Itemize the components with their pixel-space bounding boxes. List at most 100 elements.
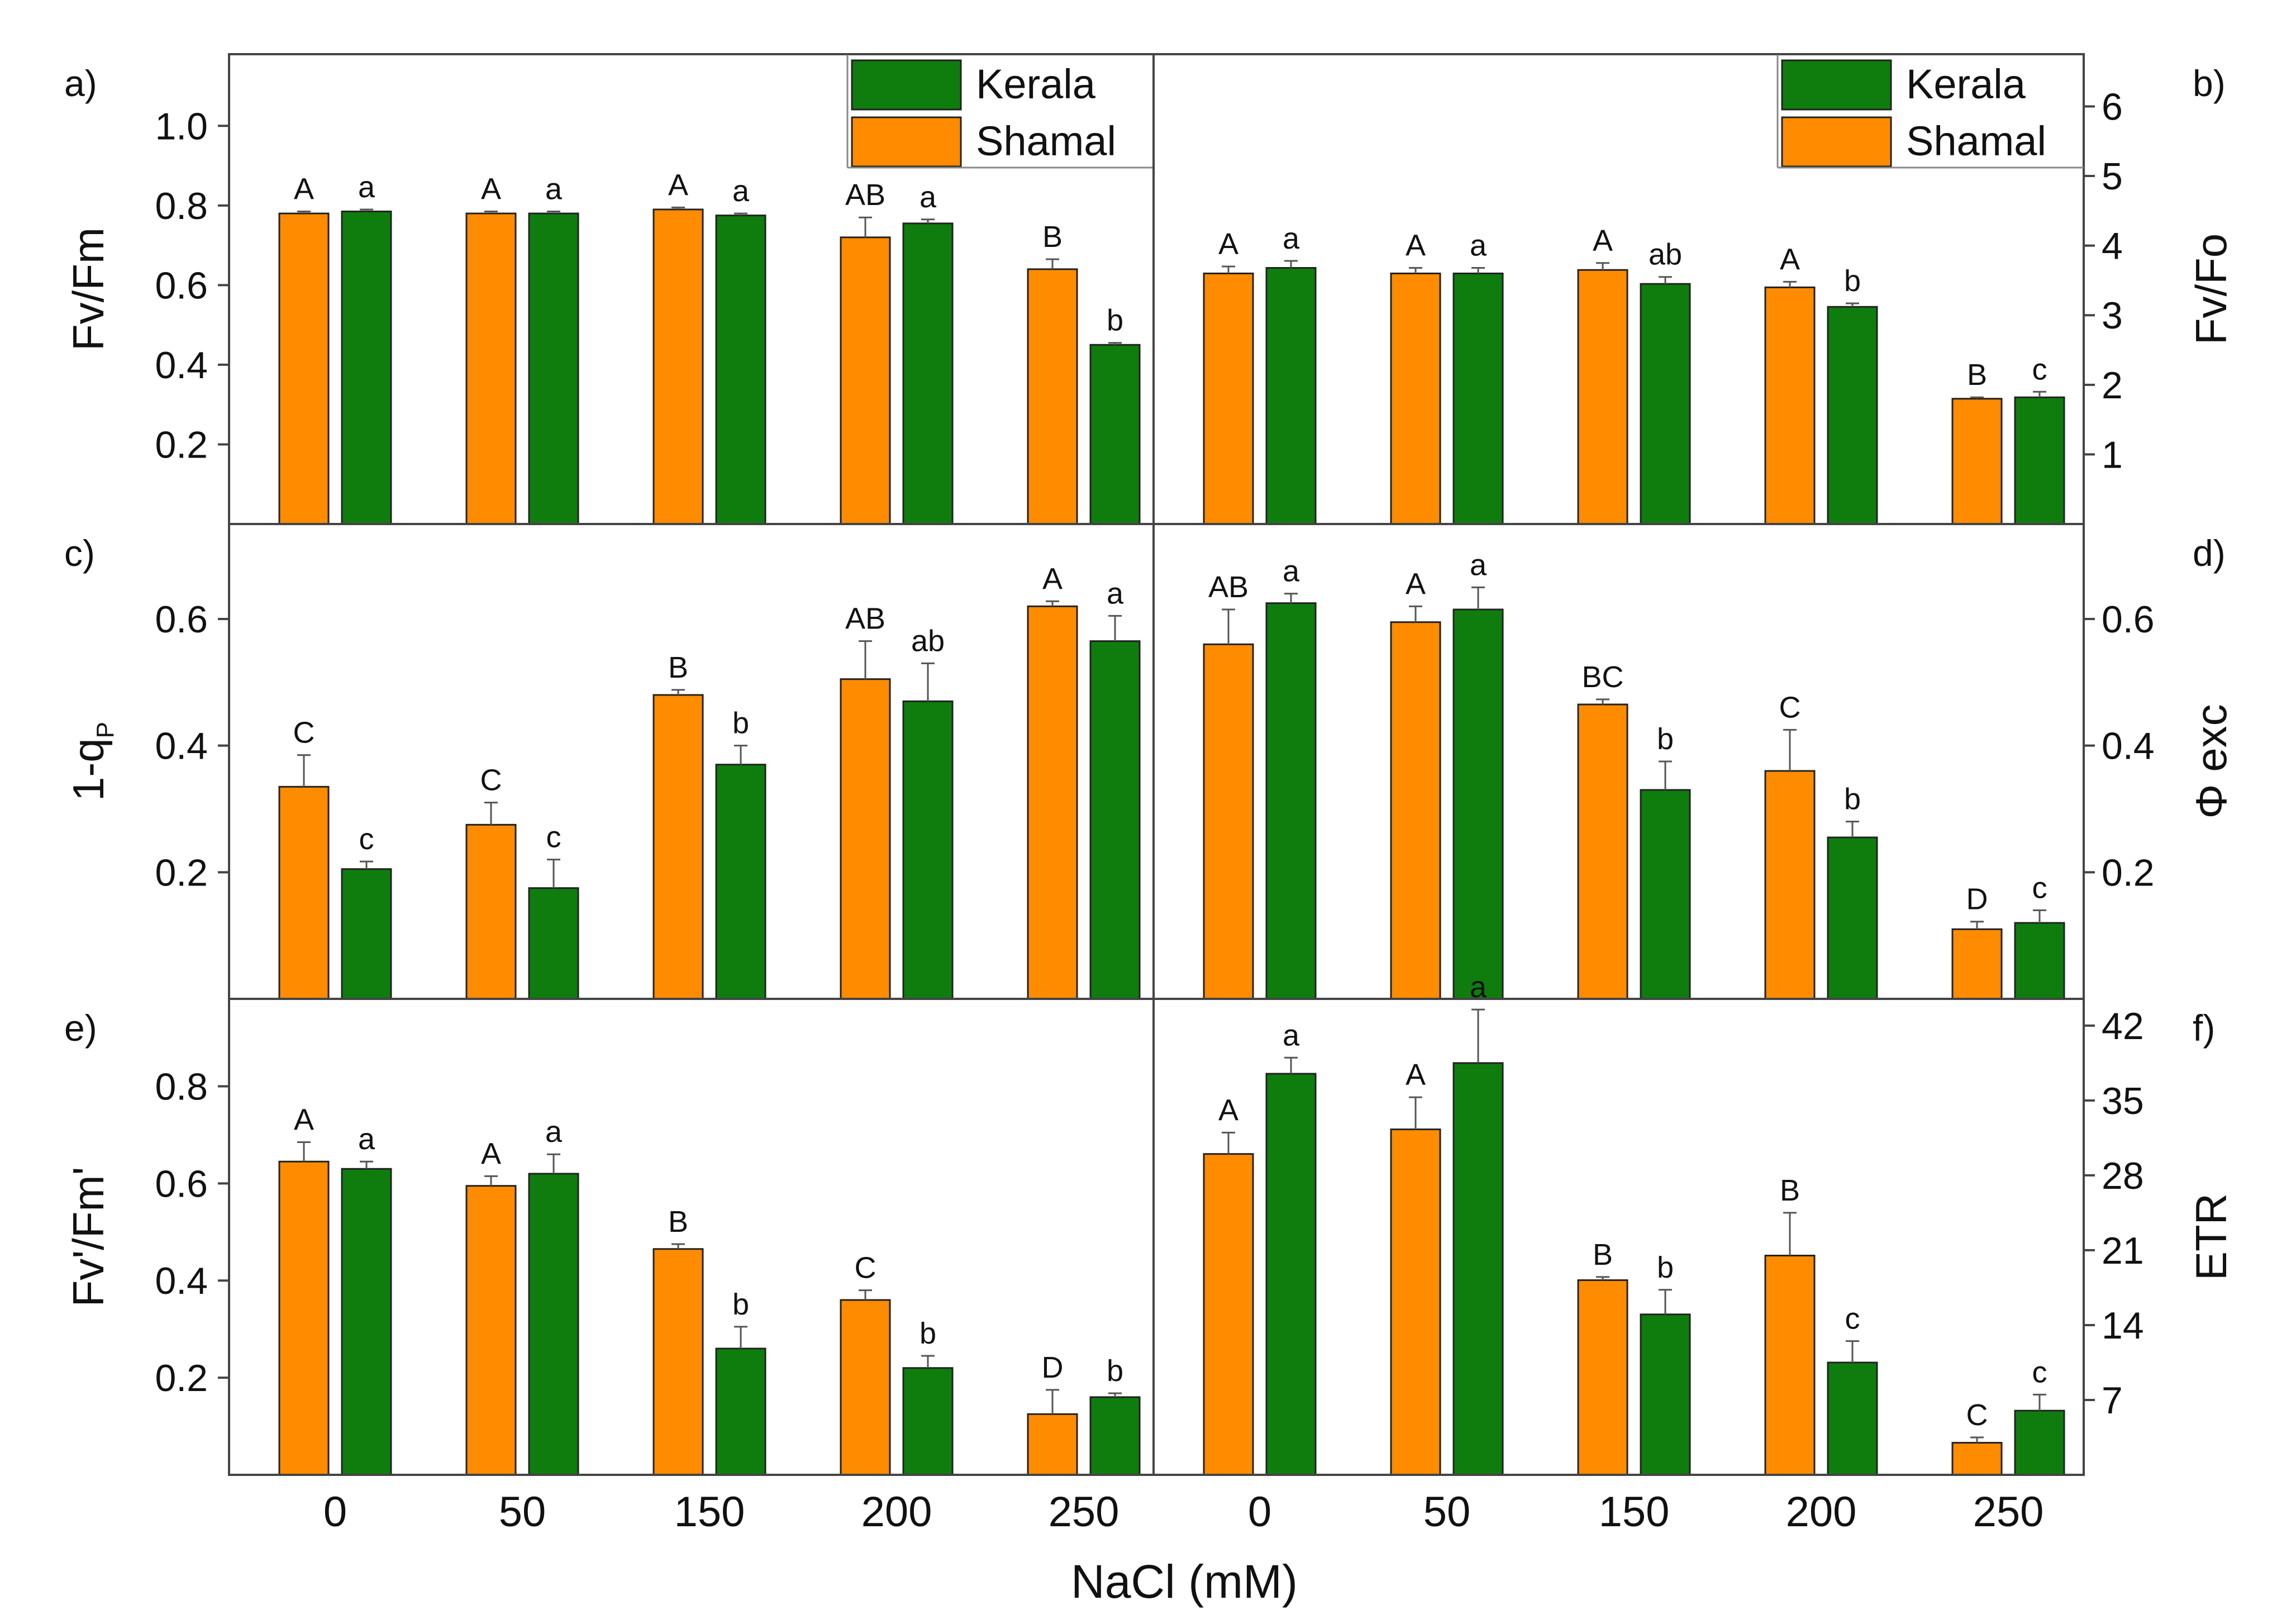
significance-letter-d-kerala-50: a bbox=[1470, 548, 1487, 582]
bar-b-kerala-150 bbox=[1640, 283, 1691, 525]
bar-c-shamal-250 bbox=[1027, 605, 1078, 1000]
bar-c-shamal-0 bbox=[278, 785, 330, 1000]
y-tick-label-b-2: 2 bbox=[2102, 364, 2123, 407]
legend-b: Kerala Shamal bbox=[1776, 55, 2084, 169]
significance-letter-f-shamal-0: A bbox=[1218, 1093, 1238, 1127]
significance-letter-d-shamal-50: A bbox=[1406, 567, 1426, 601]
x-tick-label-f-250: 250 bbox=[1973, 1488, 2044, 1536]
bar-e-shamal-200 bbox=[840, 1299, 891, 1476]
bar-a-shamal-150 bbox=[652, 208, 704, 525]
y-tick-label-f-35: 35 bbox=[2102, 1080, 2144, 1122]
significance-letter-b-kerala-250: c bbox=[2032, 353, 2047, 386]
panel-a: A A A AB Ba a a a b 0.2 0.4 0.6 0.8 1.0 Fv/Fm a) Kerala S… bbox=[64, 53, 1155, 525]
bar-e-kerala-150 bbox=[715, 1347, 766, 1476]
bar-d-shamal-250 bbox=[1951, 928, 2003, 1000]
significance-letter-e-kerala-200: b bbox=[920, 1317, 936, 1350]
significance-letter-f-kerala-150: b bbox=[1657, 1251, 1674, 1284]
panel-label-c: c) bbox=[64, 532, 95, 574]
x-tick-label-f-0: 0 bbox=[1248, 1488, 1271, 1536]
significance-letter-e-kerala-50: a bbox=[545, 1115, 563, 1149]
x-tick-label-e-0: 0 bbox=[323, 1488, 347, 1536]
bar-e-shamal-150 bbox=[652, 1248, 704, 1476]
panel-label-f: f) bbox=[2193, 1007, 2215, 1049]
bar-f-shamal-0 bbox=[1203, 1153, 1254, 1476]
bar-b-shamal-0 bbox=[1203, 272, 1254, 525]
significance-letter-d-shamal-150: BC bbox=[1581, 660, 1623, 694]
y-tick-label-f-28: 28 bbox=[2102, 1155, 2144, 1197]
y-tick-label-a-0.4: 0.4 bbox=[155, 344, 208, 387]
significance-letter-f-kerala-250: c bbox=[2032, 1355, 2047, 1389]
significance-letter-e-shamal-50: A bbox=[481, 1137, 501, 1170]
y-tick-label-b-1: 1 bbox=[2102, 434, 2123, 476]
legend-label-b-shamal: Shamal bbox=[1906, 118, 2046, 164]
panel-c: C C B AB Ac c b ab a 0.2 0.4 0.6 1-qP c) bbox=[64, 523, 1155, 1000]
significance-letter-f-kerala-200: c bbox=[1845, 1302, 1860, 1336]
x-tick-label-e-250: 250 bbox=[1049, 1488, 1120, 1536]
y-axis-title-a: Fv/Fm bbox=[64, 227, 113, 351]
bar-d-kerala-200 bbox=[1827, 836, 1878, 1000]
bar-c-kerala-150 bbox=[715, 764, 766, 1000]
bar-f-kerala-0 bbox=[1265, 1073, 1317, 1476]
significance-letter-b-kerala-200: b bbox=[1844, 264, 1861, 298]
bar-d-kerala-50 bbox=[1452, 608, 1504, 1000]
significance-letter-a-kerala-150: a bbox=[732, 174, 750, 208]
panel-b: A A A A Ba a ab b c 1 2 3 4 5 6 Fv/Fo b) Kerala Shamal bbox=[1152, 53, 2236, 525]
y-tick-label-d-0.6: 0.6 bbox=[2102, 598, 2155, 641]
y-tick-label-f-7: 7 bbox=[2102, 1379, 2123, 1422]
significance-letter-f-shamal-50: A bbox=[1406, 1058, 1426, 1092]
y-tick-label-e-0.8: 0.8 bbox=[155, 1065, 208, 1108]
y-tick-label-f-21: 21 bbox=[2102, 1230, 2144, 1272]
significance-letter-e-shamal-250: D bbox=[1042, 1351, 1064, 1384]
bar-f-shamal-250 bbox=[1951, 1442, 2003, 1476]
x-tick-label-f-150: 150 bbox=[1599, 1488, 1670, 1536]
bar-f-shamal-150 bbox=[1577, 1279, 1628, 1476]
bar-e-kerala-200 bbox=[902, 1367, 954, 1476]
y-tick-label-b-4: 4 bbox=[2102, 225, 2123, 268]
legend-label-a-kerala: Kerala bbox=[976, 61, 1096, 107]
significance-letter-c-kerala-250: a bbox=[1107, 577, 1124, 610]
bar-d-kerala-0 bbox=[1265, 602, 1317, 1000]
significance-letter-e-kerala-250: b bbox=[1107, 1354, 1123, 1388]
bar-e-kerala-0 bbox=[341, 1168, 392, 1476]
y-tick-label-c-0.2: 0.2 bbox=[155, 851, 208, 894]
bar-f-kerala-200 bbox=[1827, 1361, 1878, 1476]
legend-swatch-a-shamal bbox=[851, 116, 962, 168]
legend-a: Kerala Shamal bbox=[846, 55, 1154, 169]
significance-letter-f-shamal-150: B bbox=[1593, 1238, 1613, 1271]
bar-c-kerala-50 bbox=[528, 887, 579, 1000]
bar-c-shamal-200 bbox=[840, 678, 891, 1000]
y-tick-label-a-1.0: 1.0 bbox=[155, 105, 208, 147]
bar-f-shamal-200 bbox=[1764, 1255, 1816, 1476]
bar-b-shamal-50 bbox=[1390, 272, 1441, 525]
y-tick-label-d-0.4: 0.4 bbox=[2102, 725, 2155, 768]
panel-label-b: b) bbox=[2193, 63, 2226, 104]
significance-letter-c-shamal-200: AB bbox=[845, 602, 885, 636]
significance-letter-d-shamal-200: C bbox=[1779, 690, 1801, 724]
bar-d-shamal-150 bbox=[1577, 703, 1628, 1000]
significance-letter-c-shamal-250: A bbox=[1042, 562, 1063, 596]
significance-letter-a-kerala-50: a bbox=[545, 173, 563, 206]
bar-a-kerala-150 bbox=[715, 215, 766, 525]
x-tick-label-e-50: 50 bbox=[499, 1488, 546, 1536]
y-axis-title-b: Fv/Fo bbox=[2187, 234, 2236, 345]
y-tick-label-e-0.6: 0.6 bbox=[155, 1163, 208, 1205]
significance-letter-e-shamal-200: C bbox=[855, 1251, 876, 1285]
bar-b-shamal-200 bbox=[1764, 286, 1816, 525]
significance-letter-d-kerala-150: b bbox=[1657, 722, 1674, 756]
y-tick-label-b-5: 5 bbox=[2102, 155, 2123, 198]
panel-label-d: d) bbox=[2193, 532, 2226, 574]
bar-f-kerala-250 bbox=[2014, 1409, 2065, 1476]
bar-a-shamal-50 bbox=[465, 212, 517, 525]
x-tick-label-f-200: 200 bbox=[1786, 1488, 1857, 1536]
panel-label-a: a) bbox=[64, 63, 97, 104]
y-axis-title-e: Fv'/Fm' bbox=[64, 1167, 113, 1307]
legend-label-a-shamal: Shamal bbox=[976, 118, 1116, 164]
panel-d: AB A BC C Da a b b c 0.2 0.4 0.6 Φ exc d) bbox=[1152, 523, 2236, 1000]
significance-letter-d-kerala-250: c bbox=[2032, 871, 2047, 904]
bar-a-shamal-250 bbox=[1027, 268, 1078, 525]
y-tick-label-d-0.2: 0.2 bbox=[2102, 851, 2155, 894]
y-axis-title-d: Φ exc bbox=[2187, 704, 2236, 818]
significance-letter-c-shamal-150: B bbox=[668, 651, 688, 684]
y-tick-label-f-14: 14 bbox=[2102, 1304, 2144, 1347]
significance-letter-e-kerala-0: a bbox=[358, 1122, 375, 1156]
